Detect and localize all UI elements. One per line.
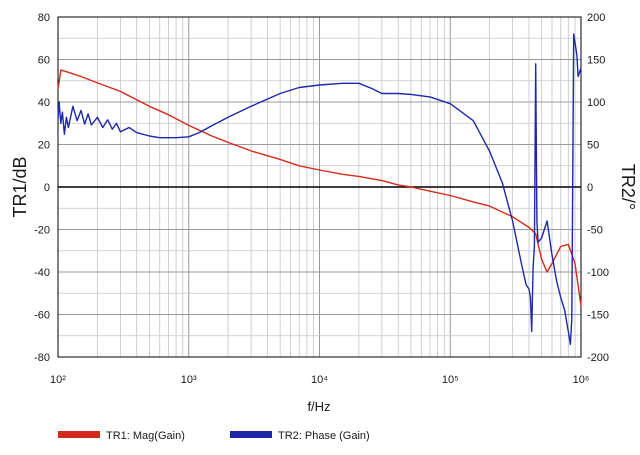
y-left-tick-label: -20 — [34, 225, 50, 237]
y-left-tick-label: 20 — [38, 140, 50, 152]
y-right-tick-label: 150 — [587, 55, 605, 67]
legend-swatch-tr2 — [230, 431, 272, 438]
y-right-tick-label: -200 — [587, 352, 609, 364]
y-left-tick-label: 60 — [38, 55, 50, 67]
x-tick-label: 10⁴ — [311, 374, 328, 386]
x-tick-labels: 10² 10³ 10⁴ 10⁵ 10⁶ — [50, 374, 589, 386]
y-left-tick-label: -40 — [34, 267, 50, 279]
legend-label-tr1: TR1: Mag(Gain) — [106, 430, 185, 442]
y-right-axis-title: TR2/° — [618, 164, 638, 210]
y-left-tick-label: 40 — [38, 97, 50, 109]
series — [57, 33, 582, 345]
legend: TR1: Mag(Gain) TR2: Phase (Gain) — [58, 430, 370, 442]
y-left-tick-label: 80 — [38, 12, 50, 24]
y-right-tick-label: 200 — [587, 12, 605, 24]
y-right-tick-label: -100 — [587, 267, 609, 279]
y-right-tick-label: 100 — [587, 97, 605, 109]
x-tick-label: 10⁶ — [573, 374, 590, 386]
y-left-axis-title: TR1/dB — [10, 156, 30, 217]
x-tick-label: 10⁵ — [442, 374, 459, 386]
y-right-tick-label: 50 — [587, 140, 599, 152]
legend-label-tr2: TR2: Phase (Gain) — [278, 430, 370, 442]
legend-swatch-tr1 — [58, 431, 100, 438]
y-left-tick-labels: 80 60 40 20 0 -20 -40 -60 -80 — [34, 12, 50, 364]
y-left-tick-label: -80 — [34, 352, 50, 364]
y-right-tick-label: -50 — [587, 225, 603, 237]
series-line-tr2-phase — [57, 33, 582, 345]
y-right-tick-labels: 200 150 100 50 0 -50 -100 -150 -200 — [587, 12, 609, 364]
y-right-tick-label: 0 — [587, 182, 593, 194]
x-tick-label: 10³ — [181, 374, 197, 386]
x-tick-label: 10² — [50, 374, 66, 386]
x-axis-title: f/Hz — [307, 399, 330, 414]
y-right-tick-label: -150 — [587, 310, 609, 322]
y-left-tick-label: -60 — [34, 310, 50, 322]
plot-frame — [57, 16, 582, 358]
y-left-tick-label: 0 — [44, 182, 50, 194]
series-line-tr1-mag — [57, 69, 582, 307]
